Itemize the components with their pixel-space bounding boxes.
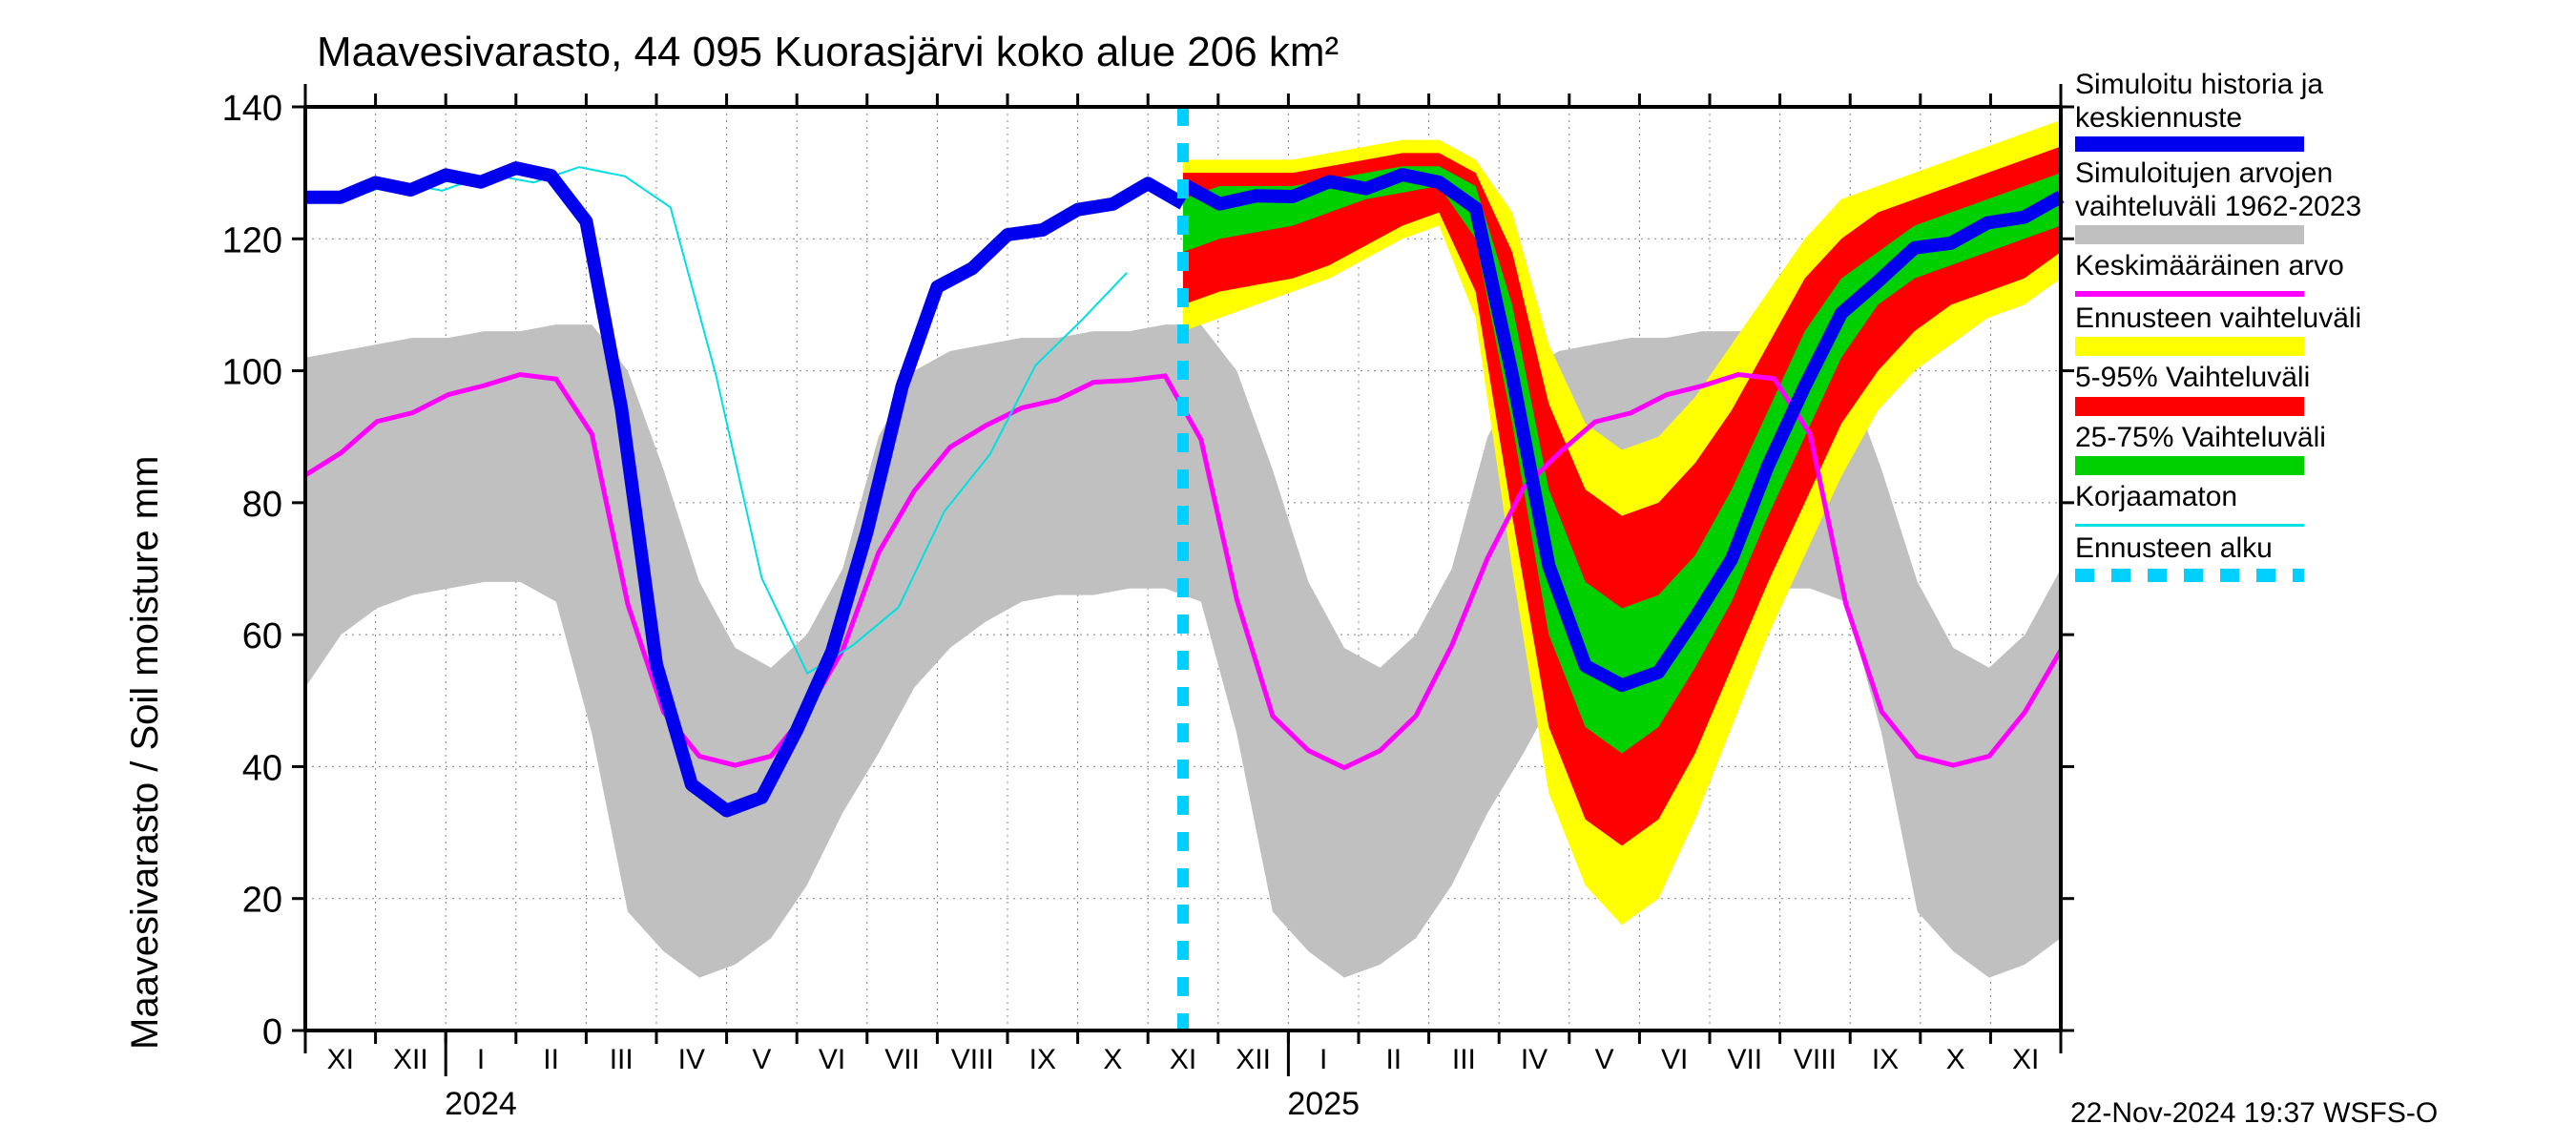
svg-text:V: V [752, 1044, 771, 1075]
svg-text:IX: IX [1872, 1044, 1899, 1075]
legend-item: Ennusteen alku [2075, 532, 2361, 583]
svg-text:IV: IV [1521, 1044, 1548, 1075]
svg-text:VII: VII [884, 1044, 920, 1075]
svg-text:VII: VII [1727, 1044, 1762, 1075]
legend-swatch [2075, 397, 2304, 416]
svg-text:140: 140 [222, 89, 282, 129]
timestamp-footer: 22-Nov-2024 19:37 WSFS-O [2070, 1097, 2438, 1130]
svg-text:IX: IX [1029, 1044, 1056, 1075]
legend-label: 25-75% Vaihteluväli [2075, 422, 2361, 455]
svg-text:I: I [477, 1044, 485, 1075]
svg-text:0: 0 [262, 1012, 282, 1052]
svg-text:X: X [1946, 1044, 1965, 1075]
svg-text:III: III [1452, 1044, 1476, 1075]
svg-text:XII: XII [1236, 1044, 1271, 1075]
legend-label: Simuloitu historia ja [2075, 69, 2361, 102]
svg-text:XI: XI [1170, 1044, 1196, 1075]
legend-item: Korjaamaton [2075, 481, 2361, 527]
svg-text:I: I [1319, 1044, 1327, 1075]
svg-text:100: 100 [222, 353, 282, 393]
legend-item: 25-75% Vaihteluväli [2075, 422, 2361, 476]
svg-text:VI: VI [1661, 1044, 1688, 1075]
legend-swatch [2075, 291, 2304, 297]
svg-text:XI: XI [327, 1044, 354, 1075]
svg-text:II: II [543, 1044, 559, 1075]
svg-text:X: X [1103, 1044, 1122, 1075]
svg-text:40: 40 [242, 748, 282, 788]
svg-text:VI: VI [819, 1044, 845, 1075]
legend-label: Simuloitujen arvojen [2075, 157, 2361, 191]
legend-swatch [2075, 225, 2304, 244]
legend-swatch [2075, 524, 2304, 527]
legend-label: Ennusteen alku [2075, 532, 2361, 566]
legend-label: Ennusteen vaihteluväli [2075, 302, 2361, 336]
svg-text:2024: 2024 [445, 1086, 517, 1122]
svg-text:III: III [610, 1044, 634, 1075]
svg-text:XI: XI [2012, 1044, 2039, 1075]
legend-label: 5-95% Vaihteluväli [2075, 362, 2361, 395]
svg-text:IV: IV [678, 1044, 705, 1075]
legend-item: Ennusteen vaihteluväli [2075, 302, 2361, 357]
legend-label: keskiennuste [2075, 102, 2361, 135]
legend-item: Simuloitujen arvojenvaihteluväli 1962-20… [2075, 157, 2361, 244]
legend-label: Korjaamaton [2075, 481, 2361, 514]
legend-swatch [2075, 456, 2304, 475]
legend-item: Keskimääräinen arvo [2075, 250, 2361, 297]
svg-text:II: II [1385, 1044, 1402, 1075]
svg-text:VIII: VIII [1794, 1044, 1837, 1075]
legend-swatch [2075, 136, 2304, 152]
legend-item: Simuloitu historia jakeskiennuste [2075, 69, 2361, 152]
svg-text:V: V [1595, 1044, 1614, 1075]
chart-title: Maavesivarasto, 44 095 Kuorasjärvi koko … [317, 29, 1339, 76]
svg-text:VIII: VIII [951, 1044, 994, 1075]
svg-text:120: 120 [222, 220, 282, 260]
legend-swatch [2075, 569, 2304, 582]
legend-label: Keskimääräinen arvo [2075, 250, 2361, 283]
svg-text:20: 20 [242, 881, 282, 921]
svg-text:XII: XII [393, 1044, 428, 1075]
legend-item: 5-95% Vaihteluväli [2075, 362, 2361, 416]
svg-text:60: 60 [242, 616, 282, 656]
svg-text:80: 80 [242, 485, 282, 525]
legend-label: vaihteluväli 1962-2023 [2075, 191, 2361, 224]
y-axis-label: Maavesivarasto / Soil moisture mm [124, 456, 167, 1050]
legend-swatch [2075, 337, 2304, 356]
svg-text:2025: 2025 [1287, 1086, 1360, 1122]
legend: Simuloitu historia jakeskiennusteSimuloi… [2075, 69, 2361, 588]
